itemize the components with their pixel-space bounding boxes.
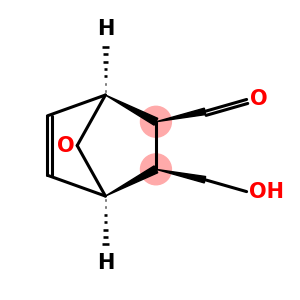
Text: H: H bbox=[97, 19, 114, 38]
Text: H: H bbox=[97, 253, 114, 272]
Text: OH: OH bbox=[249, 182, 284, 202]
Circle shape bbox=[140, 106, 171, 137]
Polygon shape bbox=[156, 108, 206, 122]
Text: O: O bbox=[250, 89, 268, 110]
Text: O: O bbox=[57, 136, 75, 156]
Circle shape bbox=[140, 154, 171, 185]
Polygon shape bbox=[105, 166, 158, 196]
Polygon shape bbox=[105, 95, 158, 125]
Polygon shape bbox=[156, 169, 206, 183]
